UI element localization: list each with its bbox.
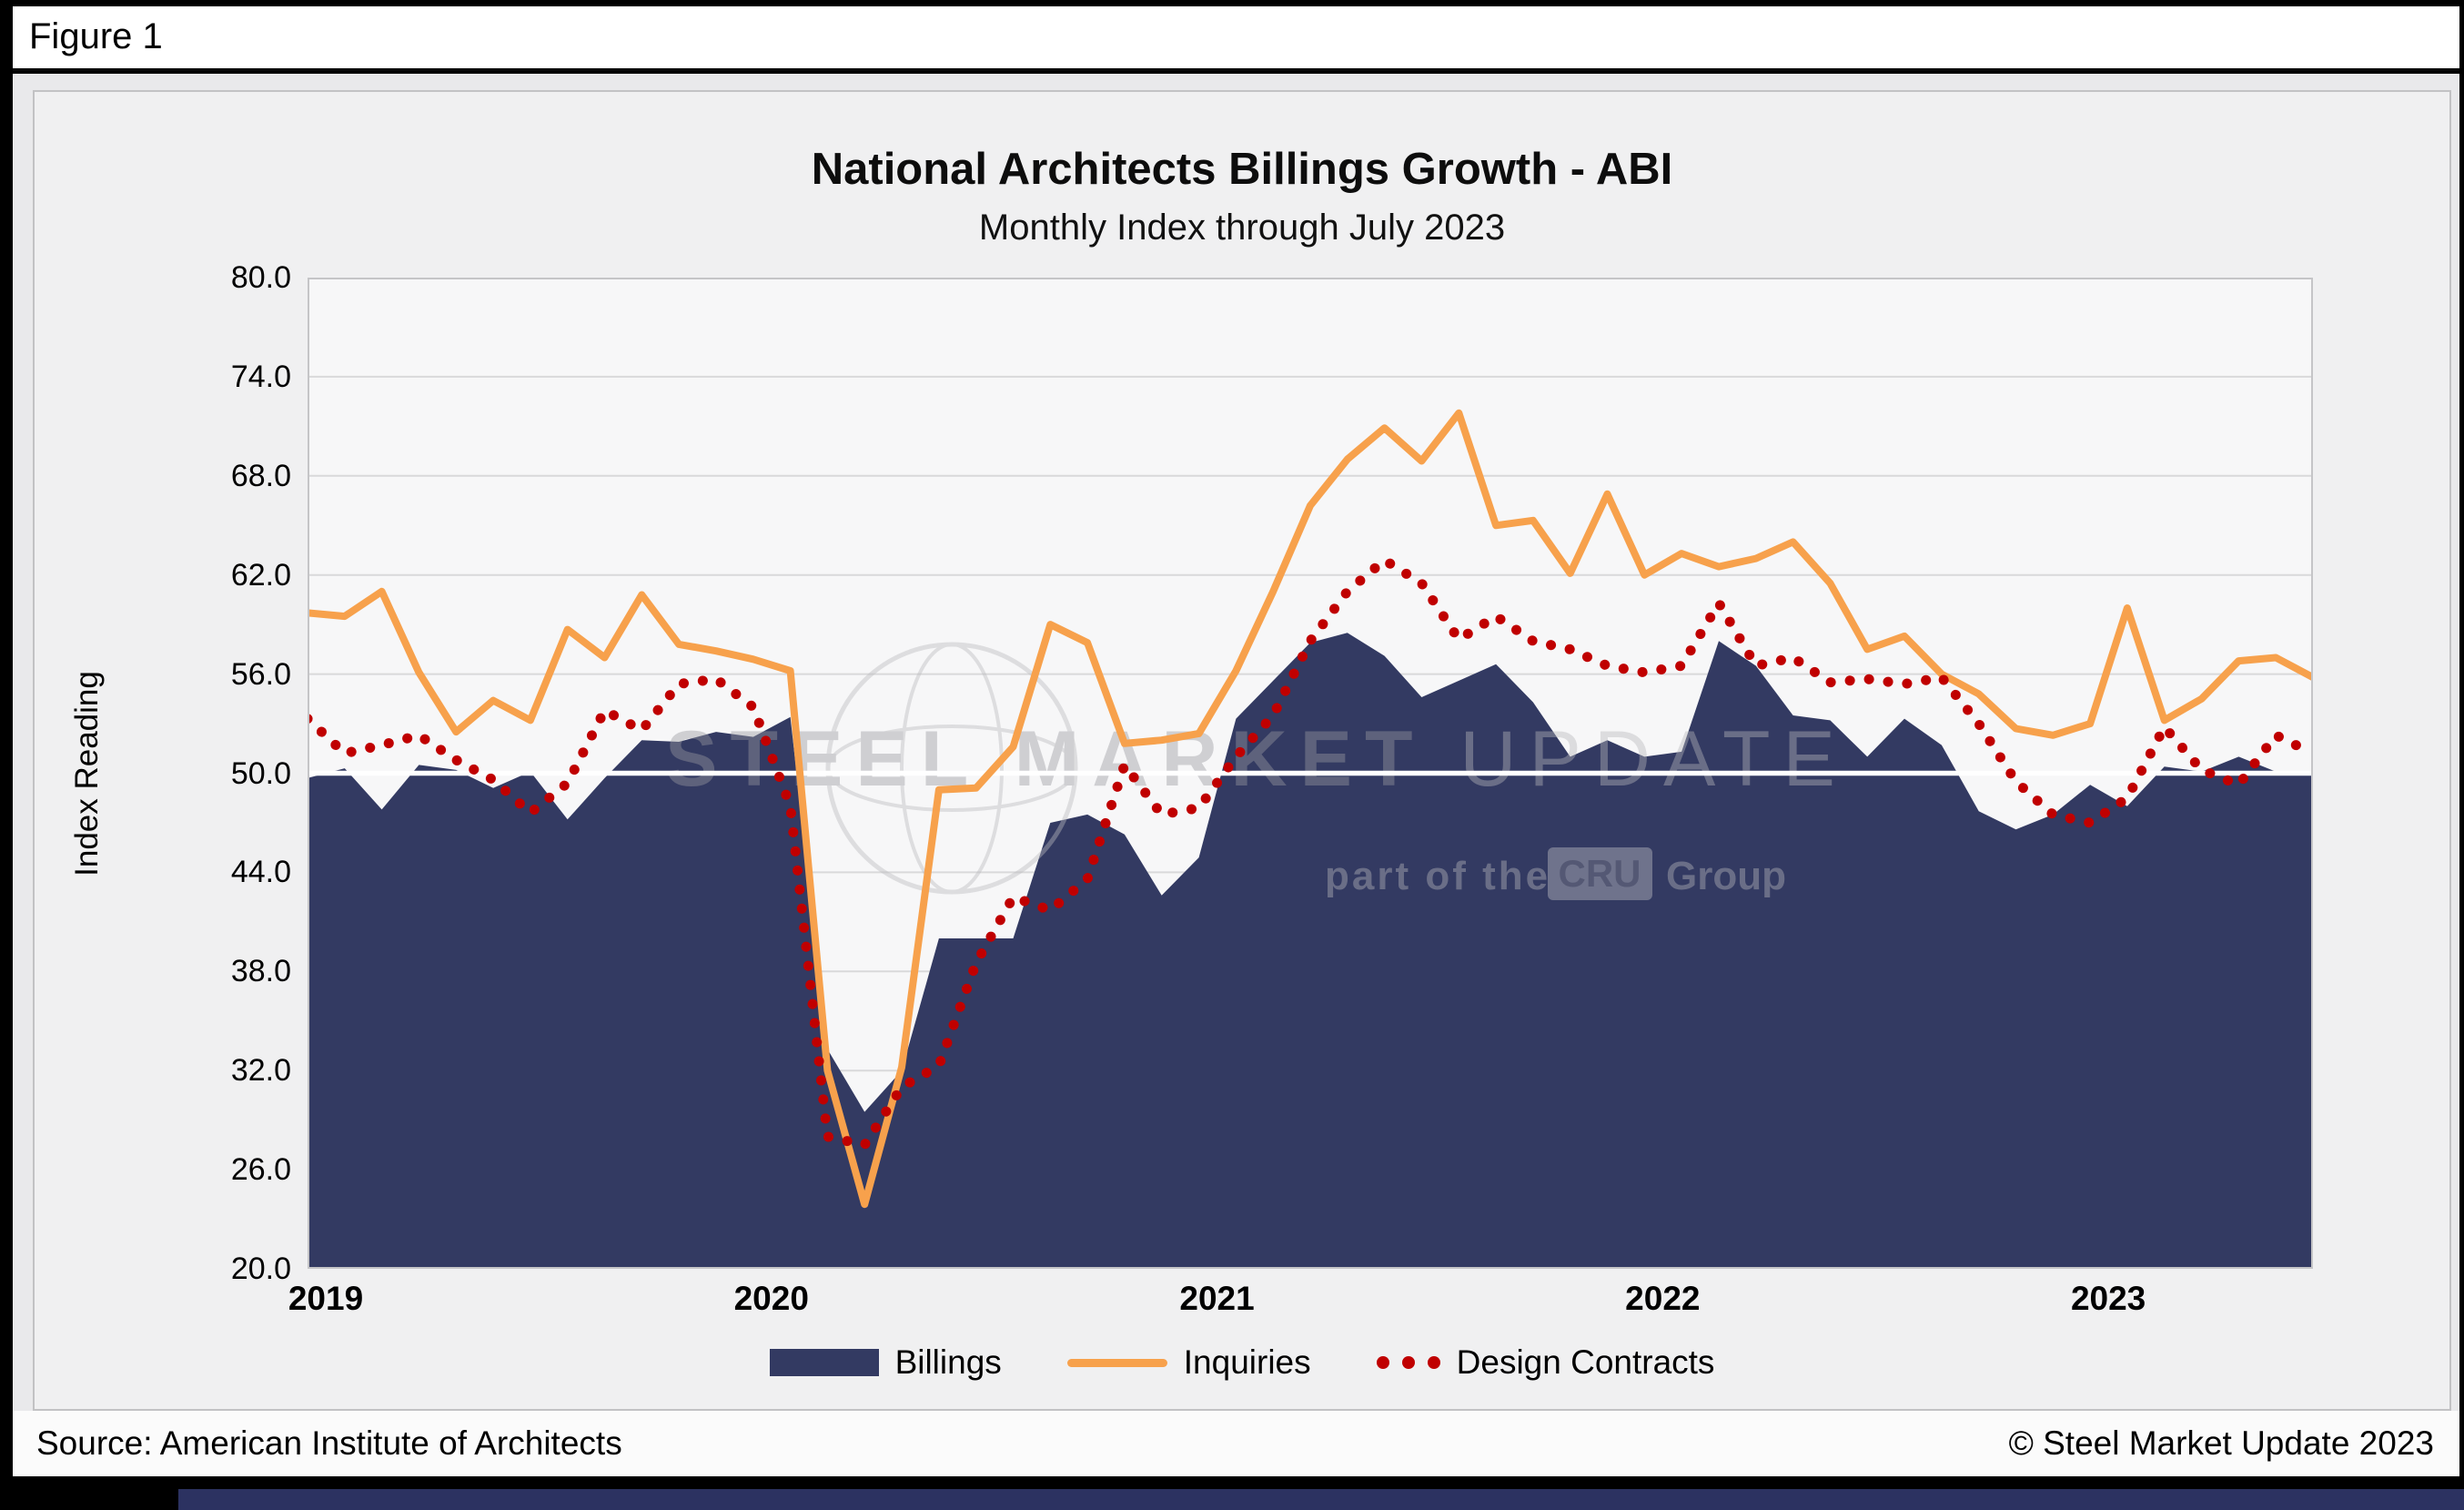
copyright-note: © Steel Market Update 2023 — [2008, 1424, 2434, 1462]
abi-plot: STEEL MARKET UPDATE part of the CRU Group — [308, 278, 2313, 1269]
y-tick-label: 56.0 — [230, 656, 291, 692]
chart-title: National Architects Billings Growth - AB… — [811, 145, 1673, 194]
legend-label: Billings — [894, 1343, 1002, 1381]
plot-border — [308, 278, 2313, 1269]
bottom-accent-bar — [178, 1489, 2464, 1510]
design-contracts-line — [308, 554, 2313, 1150]
svg-text:part of the: part of the — [1325, 854, 1550, 898]
figure-header-bar: Figure 1 — [13, 6, 2459, 71]
source-note: Source: American Institute of Architects — [36, 1424, 622, 1462]
cru-logo-box — [1548, 847, 1652, 900]
x-tick-label-2022: 2022 — [1625, 1280, 1701, 1317]
svg-text:Group: Group — [1666, 854, 1786, 898]
inquiries-line — [308, 409, 2313, 1209]
legend-swatch-area — [769, 1349, 879, 1376]
x-tick-label-2020: 2020 — [733, 1280, 809, 1317]
y-tick-label: 44.0 — [230, 855, 291, 890]
svg-text:STEEL MARKET UPDATE: STEEL MARKET UPDATE — [665, 715, 1848, 803]
legend-item-inquiries: Inquiries — [1066, 1343, 1311, 1382]
legend-label: Design Contracts — [1456, 1343, 1715, 1381]
legend-swatch-line — [1066, 1358, 1167, 1367]
y-axis-title: Index Reading — [69, 671, 105, 877]
y-tick-label: 80.0 — [230, 260, 291, 295]
x-tick-label-2021: 2021 — [1179, 1280, 1255, 1317]
legend-swatch-dotted — [1376, 1356, 1440, 1369]
chart-subtitle: Monthly Index through July 2023 — [978, 208, 1506, 248]
globe-icon — [825, 642, 1078, 895]
y-tick-label: 50.0 — [230, 755, 291, 791]
y-tick-label: 32.0 — [230, 1053, 291, 1089]
y-tick-label: 20.0 — [230, 1252, 291, 1286]
x-tick-label-2019: 2019 — [288, 1280, 364, 1317]
billings-area — [308, 633, 2313, 1269]
legend-item-design-contracts: Design Contracts — [1376, 1343, 1715, 1382]
y-tick-label: 74.0 — [230, 359, 291, 394]
y-tick-label: 68.0 — [230, 458, 291, 493]
y-tick-label: 26.0 — [230, 1152, 291, 1188]
y-tick-label: 62.0 — [230, 557, 291, 593]
x-tick-label-2023: 2023 — [2070, 1280, 2146, 1317]
y-tick-label: 38.0 — [230, 954, 291, 989]
chart-legend: Billings Inquiries Design Contracts — [33, 1343, 2451, 1382]
svg-text:CRU: CRU — [1559, 852, 1641, 895]
legend-item-billings: Billings — [769, 1343, 1002, 1382]
legend-label: Inquiries — [1183, 1343, 1311, 1381]
figure-label: Figure 1 — [29, 16, 163, 56]
footer-bar: Source: American Institute of Architects… — [13, 1411, 2459, 1476]
